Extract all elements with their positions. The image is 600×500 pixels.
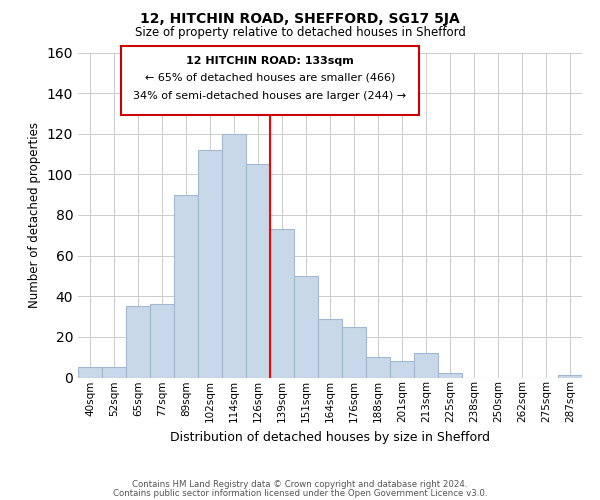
Bar — [102, 368, 126, 378]
Bar — [222, 134, 246, 378]
Bar — [558, 376, 582, 378]
Text: 34% of semi-detached houses are larger (244) →: 34% of semi-detached houses are larger (… — [133, 91, 407, 101]
Bar — [390, 361, 414, 378]
Text: Contains public sector information licensed under the Open Government Licence v3: Contains public sector information licen… — [113, 488, 487, 498]
Text: ← 65% of detached houses are smaller (466): ← 65% of detached houses are smaller (46… — [145, 73, 395, 83]
Text: Contains HM Land Registry data © Crown copyright and database right 2024.: Contains HM Land Registry data © Crown c… — [132, 480, 468, 489]
Y-axis label: Number of detached properties: Number of detached properties — [28, 122, 41, 308]
X-axis label: Distribution of detached houses by size in Shefford: Distribution of detached houses by size … — [170, 430, 490, 444]
Bar — [270, 229, 294, 378]
Bar — [126, 306, 150, 378]
FancyBboxPatch shape — [121, 46, 419, 116]
Bar — [294, 276, 318, 378]
Text: 12, HITCHIN ROAD, SHEFFORD, SG17 5JA: 12, HITCHIN ROAD, SHEFFORD, SG17 5JA — [140, 12, 460, 26]
Bar — [366, 357, 390, 378]
Bar — [438, 374, 462, 378]
Bar — [318, 318, 342, 378]
Bar — [342, 326, 366, 378]
Bar — [198, 150, 222, 378]
Bar — [78, 368, 102, 378]
Text: Size of property relative to detached houses in Shefford: Size of property relative to detached ho… — [134, 26, 466, 39]
Bar — [174, 194, 198, 378]
Bar — [246, 164, 270, 378]
Bar — [150, 304, 174, 378]
Bar — [414, 353, 438, 378]
Text: 12 HITCHIN ROAD: 133sqm: 12 HITCHIN ROAD: 133sqm — [186, 56, 354, 66]
